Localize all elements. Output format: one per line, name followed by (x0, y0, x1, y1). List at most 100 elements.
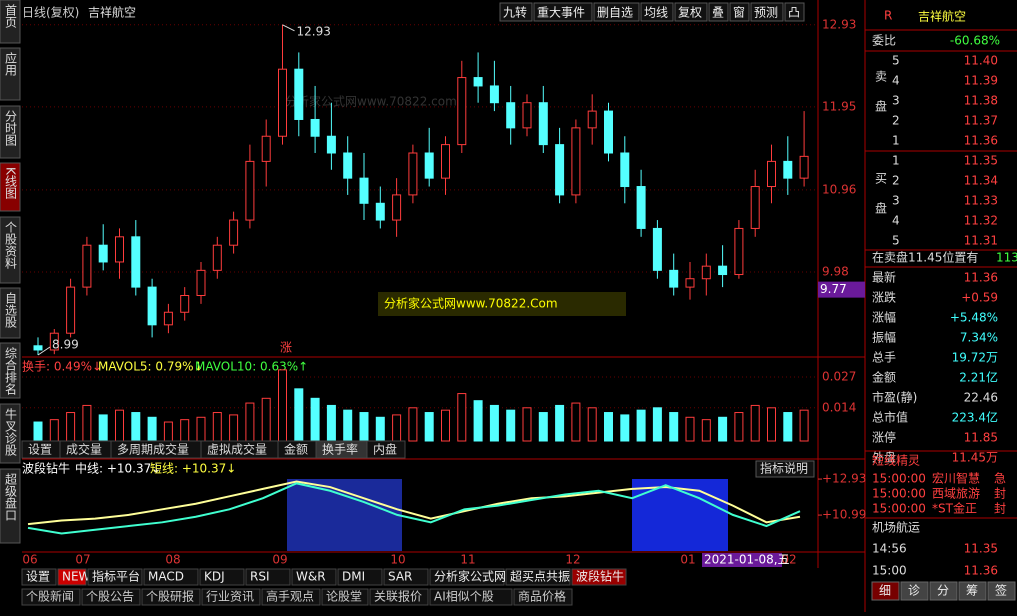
level: 2 (892, 174, 900, 188)
toolbar-button[interactable] (640, 2, 674, 22)
toolbar-button[interactable] (499, 2, 533, 22)
level-price: 11.36 (964, 134, 998, 148)
volume-bar (685, 416, 695, 442)
bottom-tab-label: 设置 (26, 570, 50, 584)
volume-tab-label: 设置 (28, 443, 52, 457)
date-label: 2021-01-08,五 (704, 553, 790, 567)
candle-body (669, 269, 679, 288)
news-tab[interactable] (261, 588, 321, 606)
volume-bar (636, 409, 646, 442)
panel-tab[interactable] (900, 581, 929, 601)
candle-body (555, 144, 565, 196)
x-tick-label: 01 (680, 553, 695, 567)
news-tab[interactable] (81, 588, 141, 606)
candle-body (489, 85, 499, 104)
stat-value: 11.45万 (952, 451, 998, 465)
side-tab[interactable] (0, 216, 21, 284)
volume-bar (489, 404, 499, 442)
candle-body (359, 177, 369, 204)
side-tab[interactable] (0, 403, 21, 464)
candle-body (229, 219, 239, 246)
side-tab[interactable] (0, 342, 21, 399)
volume-legend: MAVOL10: 0.63%↑ (195, 360, 308, 374)
candle-body (163, 311, 173, 326)
toolbar-button[interactable] (750, 2, 784, 22)
candle-body (196, 269, 206, 296)
help-button[interactable] (755, 460, 815, 478)
bottom-tab-label: DMI (342, 570, 365, 584)
candle-body (685, 278, 695, 288)
bottom-tab[interactable] (383, 568, 429, 586)
bottom-tab[interactable] (245, 568, 291, 586)
panel-tab[interactable] (958, 581, 987, 601)
news-tab[interactable] (141, 588, 201, 606)
stat-label: 最新 (872, 270, 896, 285)
side-tab[interactable] (0, 162, 21, 212)
level-price: 11.32 (964, 214, 998, 228)
side-tab[interactable] (0, 287, 21, 339)
spirit-stock: 西域旅游 (932, 487, 980, 501)
news-tab[interactable] (321, 588, 369, 606)
bottom-tab[interactable] (199, 568, 245, 586)
toolbar-button[interactable] (784, 2, 805, 22)
volume-bar (718, 416, 728, 442)
news-tab[interactable] (21, 588, 81, 606)
volume-bar (196, 416, 206, 442)
candle-body (571, 127, 581, 196)
news-tab[interactable] (369, 588, 429, 606)
toolbar-button[interactable] (708, 2, 729, 22)
bottom-tab[interactable] (429, 568, 505, 586)
side-tab[interactable] (0, 47, 21, 101)
toolbar-button[interactable] (729, 2, 750, 22)
low-label: 8.99 (52, 338, 79, 352)
news-tab-label: AI相似个股 (434, 590, 494, 604)
bottom-tab[interactable] (57, 568, 87, 586)
bottom-tab-label: RSI (250, 570, 270, 584)
y-tick-label: 12.93 (822, 17, 856, 31)
bottom-tab[interactable] (143, 568, 199, 586)
news-tab[interactable] (201, 588, 261, 606)
side-tab[interactable] (0, 0, 21, 44)
panel-tab-label: 诊 (908, 584, 920, 598)
panel-tab[interactable] (871, 581, 900, 601)
quote-name: 吉祥航空 (918, 9, 966, 24)
bottom-tab[interactable] (337, 568, 383, 586)
candle-body (310, 118, 320, 137)
volume-bar (473, 400, 483, 442)
volume-bar (229, 414, 239, 442)
bottom-tab[interactable] (505, 568, 571, 586)
bottom-tab[interactable] (571, 568, 627, 586)
panel-tab[interactable] (987, 581, 1016, 601)
news-tab[interactable] (429, 588, 513, 606)
panel-tab[interactable] (929, 581, 958, 601)
level-price: 11.31 (964, 234, 998, 248)
toolbar-label: 复权 (678, 6, 702, 20)
candle-body (82, 244, 92, 288)
ratio-label: 委比 (872, 34, 896, 48)
stat-label: 振幅 (872, 330, 896, 345)
side-tab[interactable] (0, 468, 21, 544)
bottom-tab[interactable] (21, 568, 57, 586)
toolbar-button[interactable] (593, 2, 640, 22)
bottom-tab[interactable] (87, 568, 143, 586)
news-tab[interactable] (513, 588, 573, 606)
bottom-tab[interactable] (291, 568, 337, 586)
volume-tab[interactable] (366, 440, 406, 459)
y-tick-label: +12.93 (822, 472, 866, 486)
candle-body (49, 332, 59, 351)
candle-body (604, 110, 613, 154)
volume-bar (408, 407, 418, 442)
volume-bar (115, 409, 124, 442)
side-tab[interactable] (0, 105, 21, 159)
ratio-value: -60.68% (950, 34, 1000, 48)
level: 5 (892, 54, 900, 68)
stat-value: 7.34% (960, 331, 998, 345)
x-tick-label: 09 (272, 553, 287, 567)
toolbar-button[interactable] (533, 2, 593, 22)
toolbar-button[interactable] (674, 2, 708, 22)
candle-body (473, 77, 483, 87)
candle-body (750, 186, 760, 229)
high-pointer (282, 24, 295, 32)
flag: 涨 (280, 340, 292, 355)
side-tab-label: 分时图 (4, 110, 18, 146)
